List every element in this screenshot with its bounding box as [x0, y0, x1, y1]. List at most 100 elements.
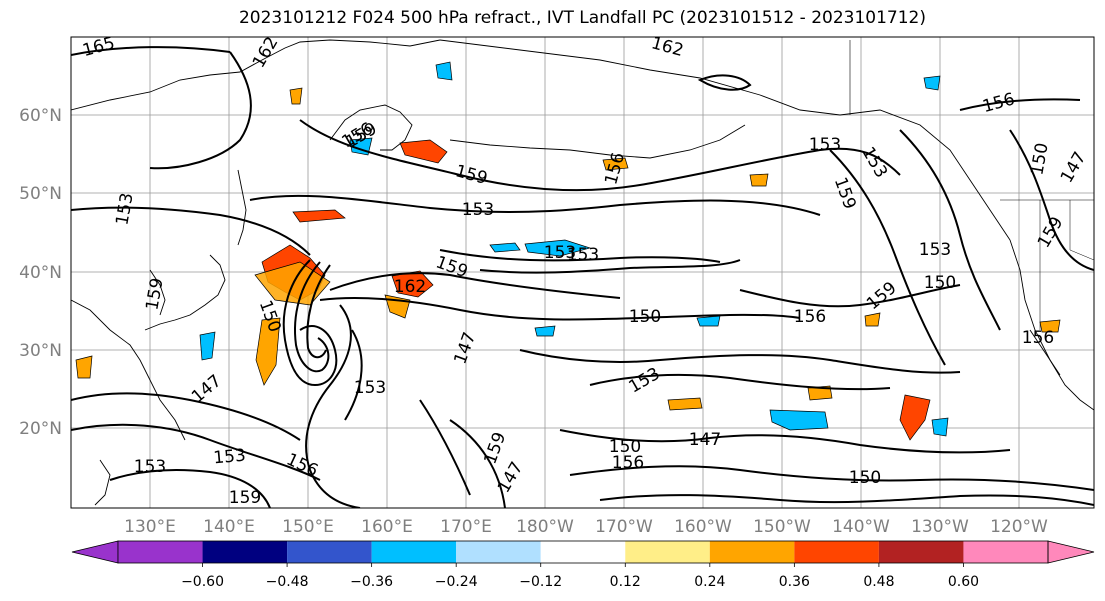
contour-line — [71, 206, 311, 256]
contour-label: 156 — [612, 453, 644, 473]
contour-line — [479, 259, 741, 274]
contour-label: 153 — [567, 245, 599, 265]
contour-label: 159 — [229, 488, 261, 508]
contour-line — [282, 259, 338, 387]
colorbar-swatch — [287, 541, 372, 563]
colorbar-tick-label: −0.60 — [181, 574, 224, 590]
contour-line — [109, 469, 271, 508]
contour-line — [71, 46, 231, 56]
contour-line — [589, 373, 891, 391]
longitude-label: 130°E — [124, 517, 176, 537]
contour-line — [599, 494, 1094, 506]
shade-blob — [931, 417, 949, 437]
colorbar-min-extension — [71, 540, 119, 564]
shade-blob — [1039, 319, 1061, 333]
contour-label: 153 — [544, 243, 576, 263]
contour-label: 156 — [1022, 328, 1054, 348]
colorbar-swatch — [625, 541, 710, 563]
contour-label: 150 — [849, 468, 881, 488]
shade-blob — [667, 397, 703, 411]
contour-line — [294, 261, 330, 373]
colorbar-swatch — [118, 541, 203, 563]
coast-philippines — [94, 459, 111, 506]
contour-label: 153 — [919, 240, 951, 260]
longitude-label: 140°W — [832, 517, 890, 537]
colorbar-max-extension — [1047, 540, 1095, 564]
longitude-label: 160°E — [361, 517, 413, 537]
contour-label: 153 — [134, 457, 166, 477]
contour-label: 153 — [354, 378, 386, 398]
colorbar-swatch — [963, 541, 1048, 563]
contour-line — [899, 129, 1001, 331]
shade-blob — [602, 157, 629, 171]
border-us-states — [1039, 200, 1094, 330]
contour-line — [569, 465, 1094, 491]
colorbar-swatch — [371, 541, 457, 563]
shade-blob — [289, 87, 303, 105]
contour-label: 153 — [462, 200, 494, 220]
longitude-label: 120°W — [990, 517, 1048, 537]
contour-label: 153 — [213, 446, 247, 469]
contour-line — [329, 272, 621, 299]
colorbar-tick-label: 0.36 — [779, 574, 810, 590]
shade-blob — [255, 317, 281, 386]
contour-line — [439, 249, 721, 263]
contour-line — [449, 419, 506, 508]
shade-blob — [524, 239, 592, 257]
shade-blob — [399, 139, 448, 164]
contour-line — [829, 149, 946, 366]
shade-blob — [534, 325, 556, 337]
coastlines — [71, 39, 1094, 506]
colorbar-swatch — [878, 541, 964, 563]
longitude-label: 170°E — [440, 517, 492, 537]
coast-na-west — [1009, 239, 1094, 411]
contour-line — [344, 329, 363, 421]
shade-blob — [769, 409, 829, 431]
contour-line — [519, 349, 961, 374]
coast-sakhalin — [237, 169, 247, 246]
contour-line — [559, 429, 1011, 454]
contour-line — [305, 304, 361, 508]
contour-line — [1009, 129, 1094, 271]
longitude-label: 140°E — [203, 517, 255, 537]
contour-line — [306, 264, 331, 359]
contour-line — [419, 399, 471, 496]
contour-label: 150 — [609, 437, 641, 457]
colorbar-swatch — [794, 541, 879, 563]
colorbar-tick-label: −0.24 — [435, 574, 478, 590]
longitude-label: 150°W — [753, 517, 811, 537]
colorbar-tick-label: 0.24 — [694, 574, 725, 590]
colorbar-frame — [117, 540, 1049, 564]
contour-label: 147 — [689, 430, 721, 450]
colorbar-swatch — [456, 541, 541, 563]
colorbar-tick-label: 0.12 — [610, 574, 641, 590]
contour-line — [299, 119, 901, 192]
contour-line — [249, 194, 821, 216]
latitude-label: 40°N — [19, 263, 62, 283]
shade-blob — [899, 394, 931, 441]
longitude-label: 170°W — [595, 517, 653, 537]
shade-blob — [292, 209, 346, 223]
coast-asia-north — [71, 39, 441, 111]
shade-blob — [807, 385, 833, 401]
colorbar-tick-label: −0.36 — [350, 574, 393, 590]
map-frame — [70, 36, 1095, 509]
shade-blob — [864, 312, 881, 327]
colorbar-tick-label: −0.12 — [519, 574, 562, 590]
longitude-label: 130°W — [911, 517, 969, 537]
coast-japan — [144, 254, 226, 331]
latitude-label: 60°N — [19, 106, 62, 126]
contour-label: 153 — [809, 135, 841, 155]
contour-line — [959, 98, 1081, 111]
contour-line — [697, 74, 752, 91]
latitude-labels: 60°N 50°N 40°N 30°N 20°N — [19, 106, 62, 439]
coast-kamchatka — [329, 104, 413, 151]
shade-blob — [749, 173, 769, 187]
colorbar: −0.60 −0.48 −0.36 −0.24 −0.12 0.12 0.24 0.36 0.4… — [71, 540, 1095, 590]
refractivity-contours — [71, 46, 1094, 508]
colorbar-swatch — [202, 541, 288, 563]
longitude-label: 150°E — [282, 517, 334, 537]
shade-blob — [391, 270, 434, 298]
contour-line — [739, 284, 961, 308]
